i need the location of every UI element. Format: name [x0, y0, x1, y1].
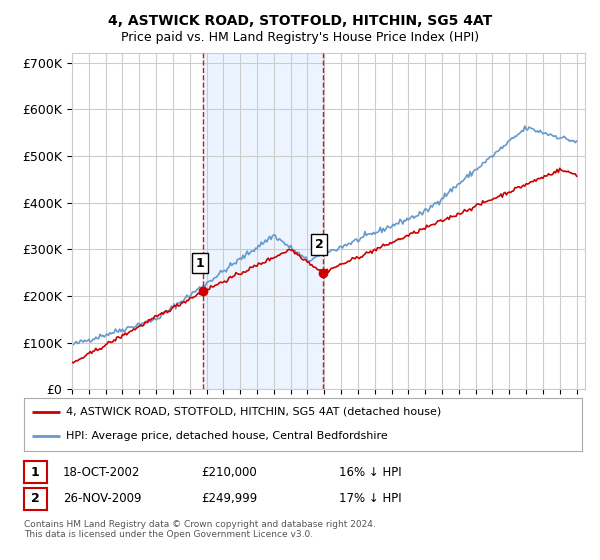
Text: 1: 1: [31, 465, 40, 479]
Text: 17% ↓ HPI: 17% ↓ HPI: [339, 492, 401, 506]
Text: 16% ↓ HPI: 16% ↓ HPI: [339, 465, 401, 479]
Text: £210,000: £210,000: [201, 465, 257, 479]
Text: HPI: Average price, detached house, Central Bedfordshire: HPI: Average price, detached house, Cent…: [66, 431, 388, 441]
Text: £249,999: £249,999: [201, 492, 257, 506]
Bar: [203, 53, 323, 389]
Text: 4, ASTWICK ROAD, STOTFOLD, HITCHIN, SG5 4AT: 4, ASTWICK ROAD, STOTFOLD, HITCHIN, SG5 …: [108, 14, 492, 28]
Text: 26-NOV-2009: 26-NOV-2009: [63, 492, 142, 506]
Text: Contains HM Land Registry data © Crown copyright and database right 2024.
This d: Contains HM Land Registry data © Crown c…: [24, 520, 376, 539]
Text: Price paid vs. HM Land Registry's House Price Index (HPI): Price paid vs. HM Land Registry's House …: [121, 31, 479, 44]
Text: 18-OCT-2002: 18-OCT-2002: [63, 465, 140, 479]
Text: 1: 1: [196, 256, 204, 270]
Text: 2: 2: [315, 238, 323, 251]
Text: 4, ASTWICK ROAD, STOTFOLD, HITCHIN, SG5 4AT (detached house): 4, ASTWICK ROAD, STOTFOLD, HITCHIN, SG5 …: [66, 407, 441, 417]
Text: 2: 2: [31, 492, 40, 506]
